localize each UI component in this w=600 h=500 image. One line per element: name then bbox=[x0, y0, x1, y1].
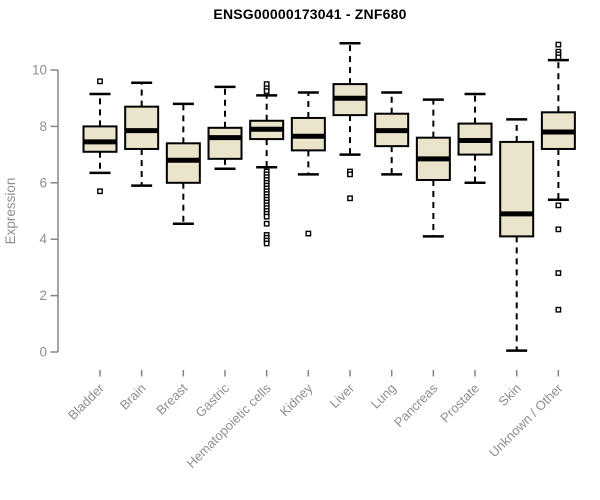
iqr-box bbox=[165, 142, 201, 184]
outlier-point bbox=[555, 306, 562, 313]
outlier-point bbox=[97, 78, 103, 85]
x-category-label-lung: Lung bbox=[368, 381, 399, 412]
boxplot-pancreas: Pancreas bbox=[391, 98, 451, 430]
y-tick-label: 0 bbox=[39, 345, 47, 360]
boxplot-kidney: Kidney bbox=[277, 91, 326, 419]
x-category-label-bladder: Bladder bbox=[65, 380, 108, 423]
x-category-label-unknown-other: Unknown / Other bbox=[486, 380, 566, 460]
y-tick-label: 6 bbox=[39, 175, 47, 190]
outlier-point bbox=[555, 202, 562, 209]
outlier-point bbox=[555, 41, 562, 48]
outlier-point bbox=[305, 230, 312, 237]
outlier-point bbox=[555, 54, 562, 61]
boxplot-brain: Brain bbox=[117, 81, 160, 413]
outlier-point bbox=[347, 171, 353, 178]
boxplot-gastric: Gastric bbox=[192, 85, 243, 420]
x-category-label-liver: Liver bbox=[327, 380, 358, 411]
x-category-label-breast: Breast bbox=[153, 380, 190, 417]
y-axis-title: Expression bbox=[3, 178, 18, 245]
y-tick-label: 2 bbox=[39, 288, 47, 303]
iqr-box bbox=[82, 125, 118, 153]
boxplot-lung: Lung bbox=[368, 91, 410, 412]
outlier-point bbox=[555, 270, 562, 276]
boxplot-breast: Breast bbox=[153, 102, 201, 418]
y-tick-label: 10 bbox=[32, 63, 47, 78]
iqr-box bbox=[124, 105, 160, 150]
y-tick-label: 4 bbox=[39, 232, 47, 247]
x-category-label-gastric: Gastric bbox=[192, 380, 232, 420]
outlier-point bbox=[263, 213, 270, 220]
outlier-point bbox=[263, 220, 270, 227]
iqr-box bbox=[207, 126, 243, 160]
x-category-label-prostate: Prostate bbox=[437, 381, 482, 426]
iqr-box bbox=[499, 140, 535, 238]
x-category-label-pancreas: Pancreas bbox=[391, 380, 441, 430]
x-category-label-brain: Brain bbox=[117, 381, 149, 413]
boxplot-liver: Liver bbox=[327, 41, 368, 411]
outlier-point bbox=[97, 188, 103, 195]
outlier-point bbox=[263, 240, 270, 247]
outlier-point bbox=[347, 195, 353, 202]
x-category-label-skin: Skin bbox=[495, 381, 523, 409]
outlier-point bbox=[263, 88, 270, 95]
boxplot-skin: Skin bbox=[495, 118, 535, 409]
boxplot-bladder: Bladder bbox=[65, 78, 118, 423]
y-tick-label: 8 bbox=[39, 119, 47, 134]
x-category-label-kidney: Kidney bbox=[277, 380, 316, 419]
chart-title: ENSG00000173041 - ZNF680 bbox=[213, 6, 407, 22]
outlier-point bbox=[555, 226, 562, 233]
